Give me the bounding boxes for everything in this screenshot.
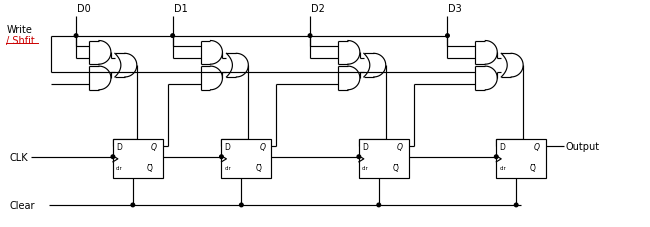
Bar (113, 139, 162, 179)
Text: clr: clr (116, 165, 123, 170)
Bar (496, 139, 546, 179)
Circle shape (308, 35, 312, 38)
Text: clr: clr (224, 165, 231, 170)
Circle shape (74, 35, 78, 38)
Text: Output: Output (566, 142, 600, 152)
Text: Q: Q (151, 142, 157, 151)
Text: D0: D0 (77, 4, 91, 14)
Text: D2: D2 (311, 4, 325, 14)
Circle shape (111, 155, 114, 159)
Text: Q: Q (534, 142, 540, 151)
Text: D: D (362, 142, 368, 151)
Circle shape (377, 203, 380, 207)
Text: Q̅: Q̅ (393, 163, 398, 172)
Text: Write: Write (6, 25, 32, 35)
Text: Q̅: Q̅ (530, 163, 536, 172)
Bar (222, 139, 271, 179)
Text: Q̅: Q̅ (255, 163, 261, 172)
Circle shape (220, 155, 223, 159)
Circle shape (357, 155, 361, 159)
Text: clr: clr (362, 165, 369, 170)
Text: Q: Q (396, 142, 402, 151)
Circle shape (240, 203, 243, 207)
Text: Clear: Clear (9, 200, 35, 210)
Circle shape (446, 35, 449, 38)
Text: / Shfit: / Shfit (6, 35, 35, 45)
Text: Q: Q (259, 142, 265, 151)
Circle shape (171, 35, 174, 38)
Circle shape (514, 203, 518, 207)
Circle shape (131, 203, 135, 207)
Text: D3: D3 (448, 4, 462, 14)
Text: D: D (116, 142, 122, 151)
Text: Q̅: Q̅ (147, 163, 153, 172)
Text: D: D (224, 142, 230, 151)
Text: clr: clr (499, 165, 506, 170)
Text: CLK: CLK (9, 152, 28, 162)
Circle shape (495, 155, 498, 159)
Bar (359, 139, 409, 179)
Text: D1: D1 (174, 4, 187, 14)
Text: D: D (499, 142, 505, 151)
